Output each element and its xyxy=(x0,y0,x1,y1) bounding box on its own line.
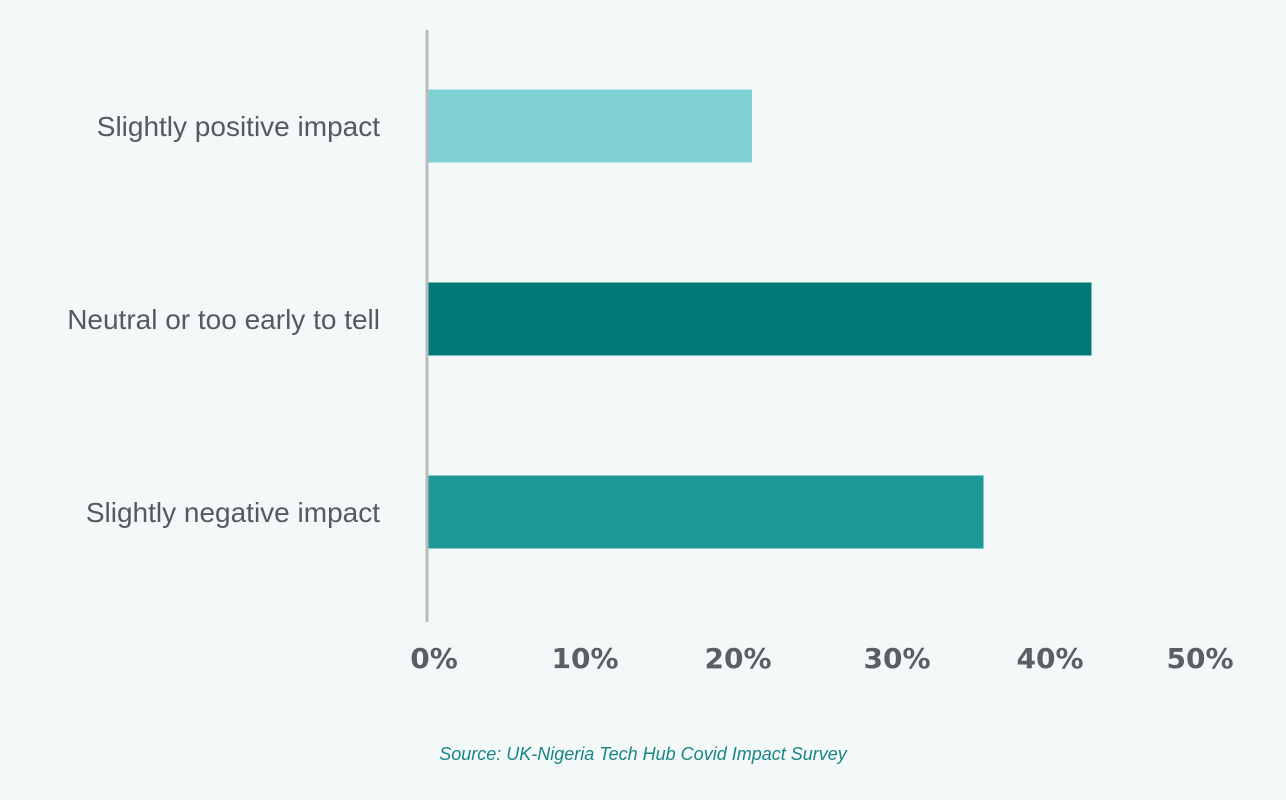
x-tick-label: 40% xyxy=(1016,642,1083,675)
bar-2 xyxy=(428,282,1092,356)
x-tick-label: 10% xyxy=(551,642,618,675)
bars xyxy=(428,89,1092,549)
x-tick-label: 20% xyxy=(704,642,771,675)
category-labels: Slightly positive impact Neutral or too e… xyxy=(67,111,380,528)
x-tick-labels: 0% 10% 20% 30% 40% 50% xyxy=(410,642,1233,675)
source-note: Source: UK-Nigeria Tech Hub Covid Impact… xyxy=(439,744,847,764)
x-tick-label: 50% xyxy=(1166,642,1233,675)
category-label: Slightly positive impact xyxy=(97,111,380,142)
bar-3 xyxy=(428,475,984,549)
bar-1 xyxy=(428,89,753,163)
x-tick-label: 0% xyxy=(410,642,458,675)
category-label: Neutral or too early to tell xyxy=(67,304,380,335)
category-label: Slightly negative impact xyxy=(86,497,380,528)
x-tick-label: 30% xyxy=(863,642,930,675)
